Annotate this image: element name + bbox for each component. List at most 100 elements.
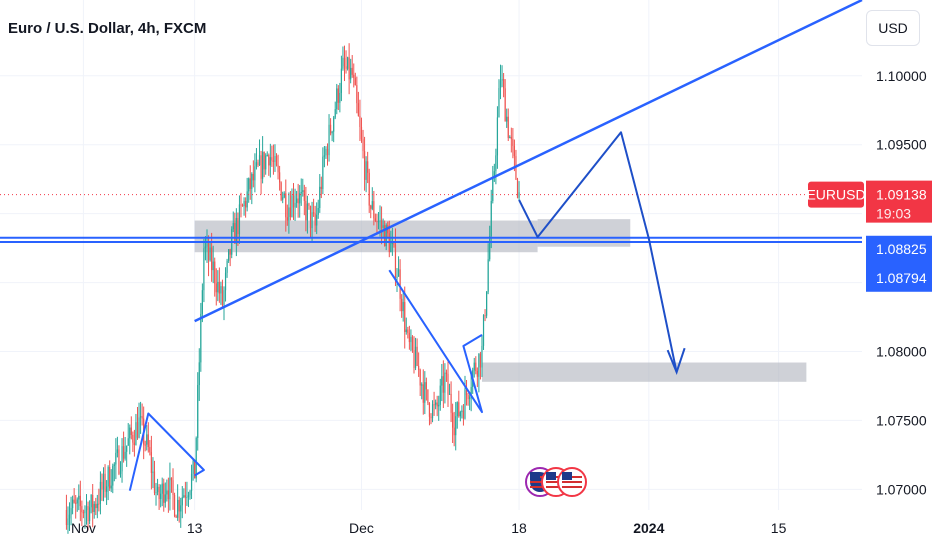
candle <box>477 367 478 387</box>
candle <box>319 174 320 213</box>
candle-body <box>400 269 401 298</box>
candle-body <box>452 413 453 428</box>
candle-body <box>398 269 399 276</box>
candle <box>441 364 442 401</box>
candle-body <box>310 206 311 228</box>
candle <box>176 515 177 518</box>
candle-body <box>336 88 337 109</box>
candle-body <box>243 201 244 206</box>
candle <box>412 335 413 353</box>
candle <box>185 482 186 514</box>
candle-body <box>253 174 254 180</box>
candle-body <box>443 376 444 393</box>
candle <box>318 200 319 219</box>
candle <box>461 405 462 418</box>
candle <box>420 369 421 396</box>
candle-body <box>464 389 465 418</box>
candle-body <box>279 172 280 182</box>
candle-body <box>242 205 243 206</box>
candle-body <box>228 249 229 261</box>
candle-body <box>118 449 119 473</box>
candle <box>168 478 169 513</box>
projection-path <box>519 132 677 372</box>
candle <box>142 403 143 425</box>
candle-body <box>508 117 509 138</box>
candle-body <box>186 497 187 498</box>
candle-body <box>512 139 513 146</box>
candle-body <box>514 146 515 156</box>
candle <box>376 214 377 233</box>
candle-body <box>189 491 190 495</box>
candle <box>333 116 334 142</box>
candle-body <box>352 68 353 75</box>
candle-body <box>140 416 141 417</box>
candle-body <box>95 504 96 508</box>
trendline <box>195 0 862 321</box>
candle <box>183 488 184 498</box>
candle <box>134 430 135 457</box>
candle <box>511 128 512 153</box>
candle <box>126 445 127 466</box>
price-tick-label: 1.09500 <box>876 137 927 153</box>
candle-body <box>291 196 292 217</box>
candle <box>83 510 84 519</box>
candle <box>94 501 95 518</box>
candle <box>132 432 133 452</box>
candle <box>503 73 504 97</box>
candle-body <box>361 127 362 139</box>
candle-body <box>185 495 186 497</box>
economic-events-icons[interactable] <box>526 468 586 496</box>
time-tick-label: 13 <box>187 520 203 536</box>
candle <box>294 189 295 221</box>
candle-body <box>213 262 214 271</box>
candle-body <box>111 486 112 489</box>
candle-body <box>463 411 464 419</box>
candle <box>121 438 122 483</box>
candle-body <box>319 187 320 208</box>
candle <box>290 191 291 220</box>
candle-body <box>491 201 492 236</box>
candle-body <box>505 88 506 121</box>
candle-body <box>78 496 79 500</box>
candle-body <box>506 117 507 122</box>
time-tick-label: Nov <box>71 520 96 536</box>
candle-body <box>166 490 167 494</box>
candle-body <box>155 492 156 493</box>
candle-body <box>247 191 248 207</box>
candle-body <box>467 395 468 399</box>
candle-body <box>129 428 130 439</box>
candle-body <box>219 282 220 294</box>
drawn-path-1 <box>389 270 482 412</box>
candle-body <box>149 447 150 452</box>
candle-body <box>324 155 325 156</box>
candle-body <box>80 496 81 506</box>
currency-button[interactable]: USD <box>866 10 920 46</box>
candle <box>78 484 79 510</box>
candle-body <box>163 484 164 503</box>
candle <box>171 477 172 493</box>
candle <box>248 178 249 203</box>
candle <box>112 464 113 494</box>
time-axis[interactable]: Nov13Dec18202415 <box>71 520 787 536</box>
candle <box>216 268 217 305</box>
candle-body <box>101 482 102 490</box>
countdown-text: 19:03 <box>876 206 911 222</box>
candle-body <box>478 354 479 377</box>
candle <box>495 149 496 185</box>
candle-body <box>277 165 278 172</box>
candle-body <box>501 79 502 81</box>
candle <box>416 338 417 366</box>
candle <box>301 178 302 205</box>
candle <box>125 437 126 461</box>
candle-body <box>234 223 235 244</box>
candle-body <box>412 337 413 350</box>
candle-body <box>454 428 455 436</box>
candle-body <box>307 203 308 220</box>
candle <box>111 469 112 492</box>
candle-body <box>182 497 183 505</box>
candle-body <box>236 218 237 244</box>
candle <box>270 144 271 178</box>
candle <box>217 270 218 301</box>
candle-body <box>160 494 161 499</box>
